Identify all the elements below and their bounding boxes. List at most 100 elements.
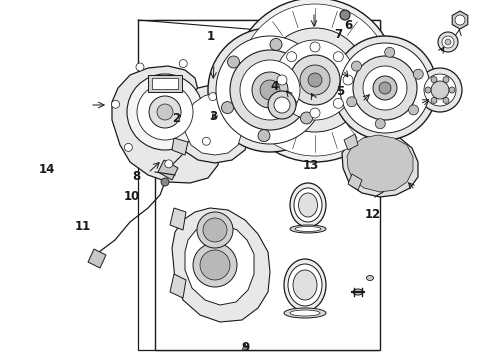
Ellipse shape — [294, 188, 322, 222]
Text: 13: 13 — [303, 159, 319, 172]
Circle shape — [343, 75, 353, 85]
Circle shape — [165, 160, 173, 168]
Circle shape — [112, 100, 120, 108]
Circle shape — [445, 39, 451, 45]
Circle shape — [221, 102, 234, 114]
Text: 7: 7 — [334, 28, 342, 41]
Circle shape — [443, 98, 449, 103]
Circle shape — [307, 66, 318, 78]
Circle shape — [127, 74, 203, 150]
Circle shape — [290, 55, 340, 105]
Circle shape — [455, 15, 465, 25]
Circle shape — [373, 76, 397, 100]
Polygon shape — [344, 134, 358, 150]
Circle shape — [287, 52, 296, 62]
Circle shape — [233, 0, 397, 162]
Text: 4: 4 — [270, 80, 278, 93]
Polygon shape — [342, 132, 418, 197]
Polygon shape — [172, 208, 270, 322]
Circle shape — [425, 87, 431, 93]
Circle shape — [200, 250, 230, 280]
Circle shape — [263, 28, 367, 132]
Circle shape — [449, 87, 455, 93]
Circle shape — [379, 82, 391, 94]
Circle shape — [409, 105, 418, 115]
Circle shape — [209, 93, 217, 101]
Circle shape — [418, 68, 462, 112]
Circle shape — [203, 218, 227, 242]
Circle shape — [239, 4, 391, 156]
Ellipse shape — [336, 117, 344, 122]
Polygon shape — [88, 249, 106, 268]
Bar — [138, 150, 378, 350]
Circle shape — [353, 56, 417, 120]
Ellipse shape — [284, 308, 326, 318]
Ellipse shape — [367, 275, 373, 280]
Circle shape — [268, 91, 296, 119]
Circle shape — [443, 77, 449, 82]
Ellipse shape — [290, 183, 326, 227]
Circle shape — [310, 108, 320, 118]
Ellipse shape — [353, 289, 363, 295]
Circle shape — [333, 98, 343, 108]
Text: 10: 10 — [124, 190, 141, 203]
Circle shape — [431, 77, 437, 82]
Polygon shape — [152, 78, 178, 89]
Circle shape — [216, 36, 324, 144]
Circle shape — [136, 63, 144, 71]
Text: 2: 2 — [172, 112, 180, 125]
Polygon shape — [138, 20, 380, 350]
Circle shape — [287, 98, 296, 108]
Text: 6: 6 — [344, 19, 352, 32]
Text: 12: 12 — [364, 208, 381, 221]
Circle shape — [413, 69, 423, 79]
Circle shape — [193, 243, 237, 287]
Ellipse shape — [290, 225, 326, 233]
Ellipse shape — [337, 81, 347, 89]
Ellipse shape — [298, 193, 318, 217]
Circle shape — [124, 143, 132, 152]
Circle shape — [347, 97, 357, 107]
Text: 8: 8 — [132, 170, 140, 183]
Text: 5: 5 — [337, 85, 344, 98]
Circle shape — [161, 178, 169, 186]
Circle shape — [252, 72, 288, 108]
Polygon shape — [185, 224, 254, 305]
Circle shape — [179, 59, 187, 68]
Circle shape — [277, 75, 287, 85]
Text: 11: 11 — [75, 220, 92, 233]
Circle shape — [202, 137, 210, 145]
Ellipse shape — [290, 310, 320, 316]
Polygon shape — [452, 11, 468, 29]
Circle shape — [275, 40, 355, 120]
Circle shape — [340, 43, 430, 133]
Text: 9: 9 — [241, 341, 249, 354]
Circle shape — [431, 98, 437, 103]
Polygon shape — [112, 66, 220, 183]
Circle shape — [308, 73, 322, 87]
Circle shape — [431, 81, 449, 99]
Text: 3: 3 — [209, 111, 217, 123]
Circle shape — [208, 28, 332, 152]
Polygon shape — [175, 84, 250, 163]
Circle shape — [227, 56, 240, 68]
Polygon shape — [170, 274, 186, 298]
Polygon shape — [172, 98, 188, 116]
Circle shape — [424, 74, 456, 106]
Ellipse shape — [288, 264, 322, 306]
Circle shape — [438, 32, 458, 52]
Circle shape — [300, 65, 330, 95]
Circle shape — [333, 52, 343, 62]
Circle shape — [442, 36, 454, 48]
Circle shape — [270, 39, 282, 50]
Text: 1: 1 — [207, 30, 215, 42]
Circle shape — [300, 112, 313, 124]
Ellipse shape — [295, 226, 321, 231]
Polygon shape — [148, 75, 182, 92]
Circle shape — [157, 104, 173, 120]
Polygon shape — [170, 208, 186, 230]
Circle shape — [258, 130, 270, 141]
Circle shape — [340, 10, 350, 20]
Polygon shape — [185, 93, 242, 155]
Polygon shape — [158, 160, 178, 180]
